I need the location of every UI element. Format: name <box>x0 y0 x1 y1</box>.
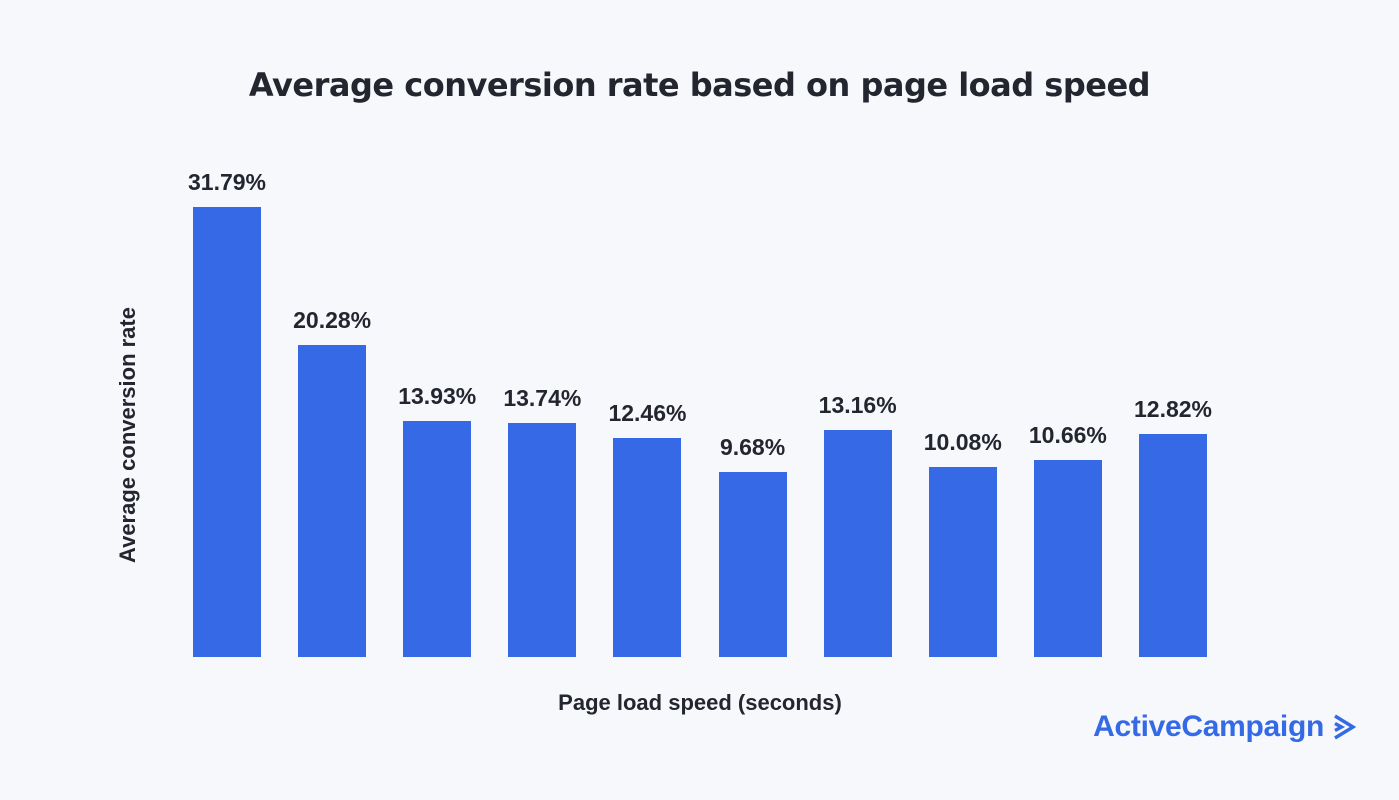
x-axis-label: Page load speed (seconds) <box>558 690 842 715</box>
bar-value-label: 12.46% <box>608 400 687 426</box>
bar <box>298 345 367 657</box>
bar <box>613 438 682 657</box>
bar <box>1033 460 1102 657</box>
activecampaign-logo-text: ActiveCampaign <box>1093 710 1324 743</box>
bar-column: 10.08% <box>924 429 1002 657</box>
bar-column: 12.82% <box>1134 396 1212 657</box>
bar-value-label: 20.28% <box>293 307 372 333</box>
bar <box>718 472 787 657</box>
y-axis-label: Average conversion rate <box>115 307 140 563</box>
double-chevron-right-icon <box>1334 714 1357 740</box>
bar-column: 10.66% <box>1029 422 1107 657</box>
bar <box>193 207 261 657</box>
bar <box>1138 434 1207 657</box>
bar-value-label: 12.82% <box>1133 396 1212 422</box>
bar-value-label: 9.68% <box>719 434 786 460</box>
bar-column: 13.93% <box>398 383 476 657</box>
bar-column: 13.74% <box>503 385 581 657</box>
bar-column: 20.28% <box>293 307 371 657</box>
bar-value-label: 10.08% <box>923 429 1002 455</box>
bar-value-label: 31.79% <box>188 169 267 195</box>
chart-title: Average conversion rate based on page lo… <box>248 66 1151 104</box>
bars-area: 31.79% 20.28% 13.93% 13.74% 12.46% 9.68% 13.16… <box>188 0 1212 657</box>
bar-column: 9.68% <box>718 434 787 657</box>
bar-value-label: 13.74% <box>503 385 582 411</box>
bar <box>508 423 577 657</box>
bar-value-label: 10.66% <box>1028 422 1107 448</box>
bar <box>403 421 472 657</box>
activecampaign-logo: ActiveCampaign <box>1093 710 1357 744</box>
bar-column: 13.16% <box>819 392 897 657</box>
bar-column: 31.79% <box>188 169 266 657</box>
bar <box>823 430 892 657</box>
bar-column: 12.46% <box>608 400 686 657</box>
bar-value-label: 13.93% <box>398 383 477 409</box>
bar <box>928 467 997 657</box>
bar-value-label: 13.16% <box>818 392 897 418</box>
